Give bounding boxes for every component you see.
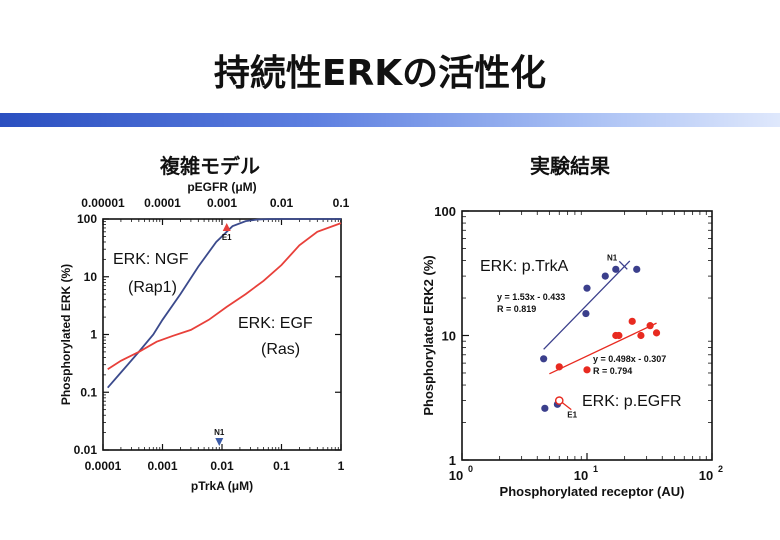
right-fit-line-1 (549, 322, 657, 375)
right-annotation: ERK: p.EGFR (582, 393, 682, 410)
left-subtitle: 複雑モデル (160, 154, 260, 178)
left-series-line-0 (107, 218, 341, 389)
left-marker-triangle (222, 223, 231, 231)
left-chart: 0.0001 0.001 0.01 0.1 1 0.00001 0.0001 0.001 0.0… (59, 180, 350, 493)
right-marker-label: N1 (607, 253, 618, 262)
left-x-tick-label: 0.001 (147, 459, 177, 473)
right-data-point (583, 284, 591, 292)
right-marker-label: E1 (567, 411, 577, 420)
left-marker-label: N1 (214, 428, 225, 437)
right-subtitle: 実験結果 (530, 154, 610, 178)
right-marker-arrow (561, 402, 572, 411)
left-x-tick-label: 0.0001 (85, 459, 122, 473)
right-fit-equation: y = 1.53x - 0.433 (497, 292, 565, 302)
right-fit-line-0 (543, 260, 631, 350)
left-x2-tick-label: 0.0001 (144, 196, 181, 210)
left-y-tick-label: 10 (84, 270, 98, 284)
left-annotation: (Rap1) (128, 279, 177, 296)
right-data-point (541, 404, 549, 412)
left-annotation: (Ras) (261, 341, 300, 358)
right-x-tick-exponent: 0 (468, 464, 473, 474)
right-data-point (646, 322, 654, 330)
title-rule (0, 113, 780, 127)
left-x2-tick-label: 0.1 (333, 196, 350, 210)
right-fit-equation: y = 0.498x - 0.307 (593, 354, 666, 364)
right-data-point (601, 272, 609, 280)
right-y-tick-label: 100 (434, 204, 456, 219)
right-fit-r: R = 0.794 (593, 366, 632, 376)
right-x-axis-label: Phosphorylated receptor (AU) (500, 484, 685, 499)
slide-title: 持続性ERKの活性化 (213, 53, 547, 94)
left-marker-label: E1 (222, 233, 232, 242)
right-data-point (628, 317, 636, 325)
right-data-point (612, 265, 620, 273)
right-plot-frame (461, 210, 713, 461)
right-x-tick-exponent: 1 (593, 464, 598, 474)
right-data-point (583, 366, 591, 374)
right-x-tick-label: 10 (574, 468, 588, 483)
right-data-point (633, 265, 641, 273)
right-data-point (540, 355, 548, 363)
left-x-tick-label: 1 (338, 459, 345, 473)
left-annotation: ERK: EGF (238, 315, 313, 332)
right-data-point (637, 331, 645, 340)
right-y-tick-label: 10 (442, 329, 456, 344)
right-data-point (615, 331, 623, 340)
left-x-axis-label: pTrkA (μM) (191, 479, 253, 493)
right-fit-r: R = 0.819 (497, 304, 536, 314)
right-x-tick-label: 10 (699, 468, 713, 483)
right-data-point (555, 363, 563, 371)
left-y-axis-label: Phosphorylated ERK (%) (59, 264, 73, 405)
left-x2-tick-label: 0.00001 (81, 196, 125, 210)
left-y-tick-label: 0.1 (80, 385, 97, 399)
right-marker-open-point (554, 396, 564, 405)
left-marker-triangle (215, 438, 224, 446)
left-x2-axis-label: pEGFR (μM) (187, 180, 256, 194)
right-data-point (582, 309, 590, 318)
right-marker-arrow (618, 260, 628, 270)
left-x-tick-label: 0.01 (210, 459, 234, 473)
left-y-tick-label: 0.01 (74, 443, 98, 457)
left-y-tick-label: 100 (77, 212, 97, 226)
left-x2-tick-label: 0.001 (207, 196, 237, 210)
right-annotation: ERK: p.TrkA (480, 258, 569, 275)
left-y-tick-label: 1 (90, 328, 97, 342)
right-x-tick-label: 10 (449, 468, 463, 483)
left-x-tick-label: 0.1 (273, 459, 290, 473)
right-y-axis-label: Phosphorylated ERK2 (%) (421, 255, 436, 415)
left-series-line-1 (107, 222, 342, 371)
right-data-point (652, 329, 661, 337)
right-x-tick-exponent: 2 (718, 464, 723, 474)
right-y-tick-label: 1 (449, 453, 456, 468)
left-annotation: ERK: NGF (113, 251, 189, 268)
left-x2-tick-label: 0.01 (270, 196, 294, 210)
